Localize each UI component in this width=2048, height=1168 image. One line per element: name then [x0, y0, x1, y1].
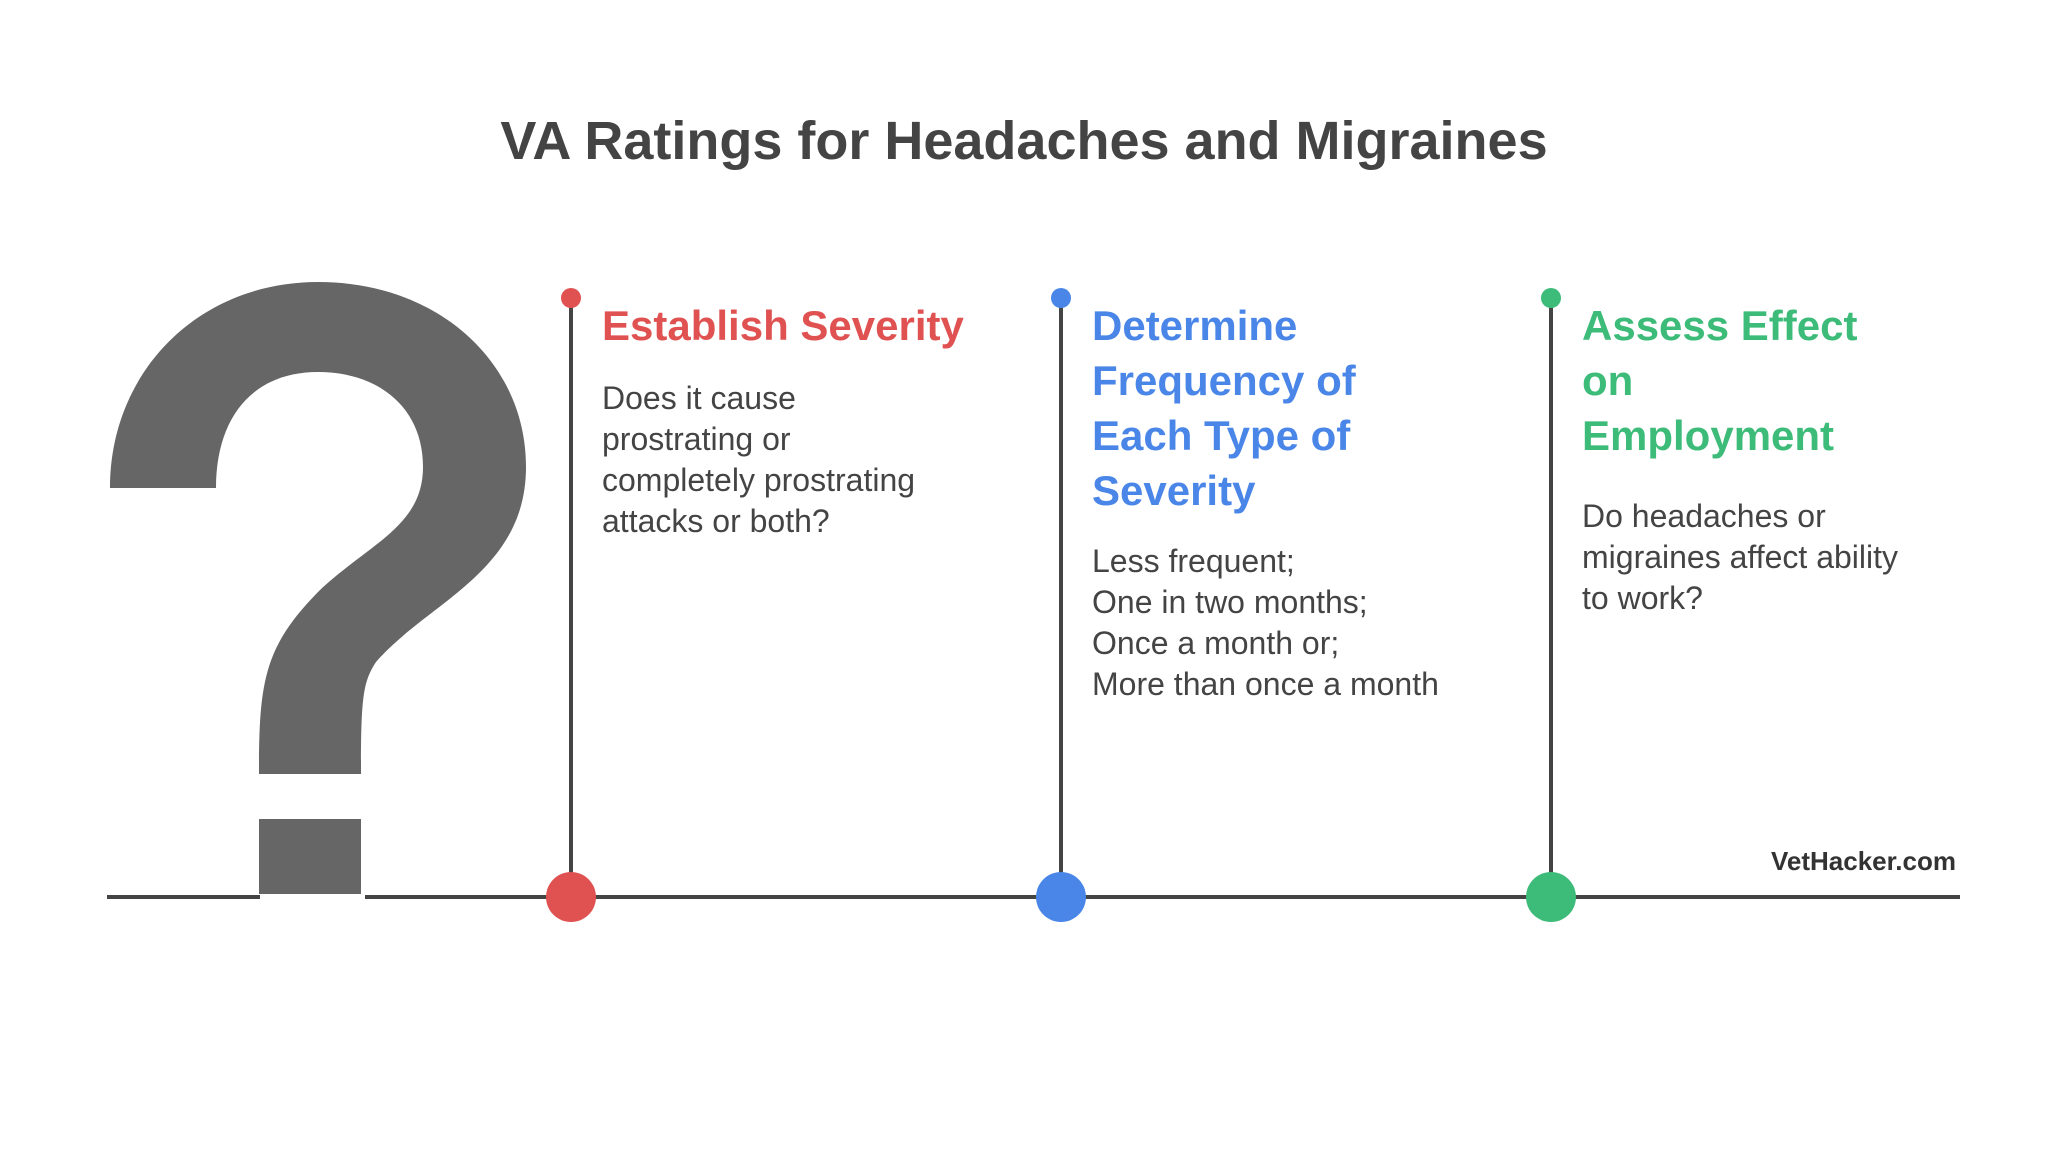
step3-top-dot — [1541, 288, 1561, 308]
step-heading: Determine Frequency of Each Type of Seve… — [1092, 302, 1356, 514]
step-description: Less frequent; One in two months; Once a… — [1092, 543, 1439, 702]
step-heading: Establish Severity — [602, 302, 964, 349]
step-description: Does it cause prostrating or completely … — [602, 380, 916, 539]
step-heading: Assess Effect on Employment — [1582, 302, 1858, 459]
page-title: VA Ratings for Headaches and Migraines — [500, 111, 1548, 171]
question-mark-icon — [110, 282, 526, 894]
step3-base-dot — [1526, 872, 1576, 922]
step2-base-dot — [1036, 872, 1086, 922]
step1-base-dot — [546, 872, 596, 922]
step1-top-dot — [561, 288, 581, 308]
step-description: Do headaches or migraines affect ability… — [1582, 498, 1898, 616]
step2-top-dot — [1051, 288, 1071, 308]
brand-watermark: VetHacker.com — [1770, 846, 1956, 876]
